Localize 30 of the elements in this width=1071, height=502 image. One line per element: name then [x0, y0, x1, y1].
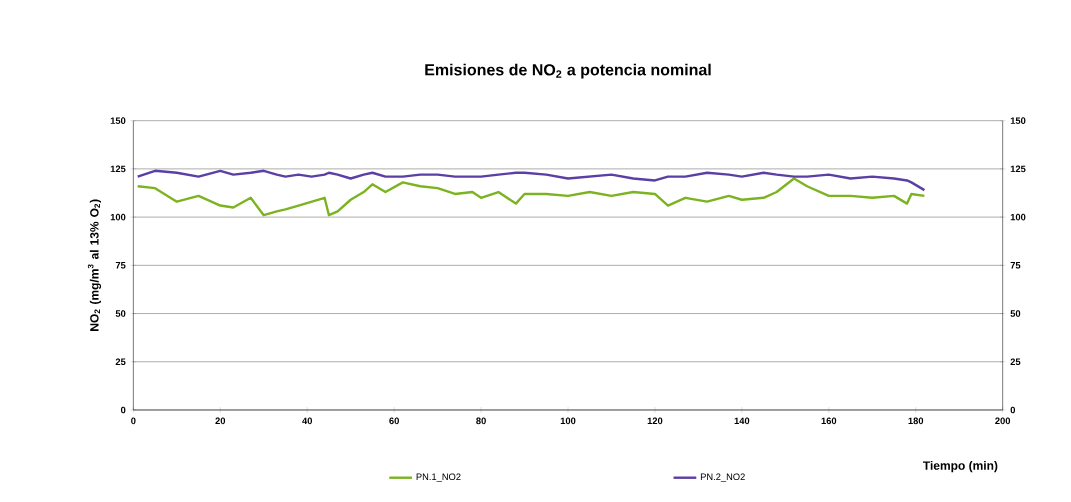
y-tick-label: 75: [115, 262, 126, 269]
y2-tick-label: 100: [1010, 213, 1026, 221]
chart-title: Emisiones de NO$_{2}$ a potencia nominal: [425, 63, 711, 79]
y2-tick-label: 0: [1010, 406, 1016, 414]
x-tick-label: 40: [302, 417, 313, 425]
x-tick-label: 100: [560, 417, 576, 425]
y-tick-label: 25: [115, 358, 126, 366]
x-axis-title: Tiempo (min): [922, 460, 998, 473]
x-tick-label: 200: [995, 417, 1011, 425]
y-tick-label: 125: [110, 165, 126, 173]
x-tick-label: 120: [647, 417, 663, 425]
y-tick-label: 0: [120, 406, 126, 414]
y2-tick-label: 50: [1010, 310, 1021, 317]
x-tick-label: 0: [131, 417, 136, 425]
x-tick-label: 60: [389, 417, 399, 425]
y2-tick-label: 75: [1010, 262, 1021, 269]
x-tick-label: 140: [734, 417, 750, 425]
x-tick-label: 180: [908, 417, 924, 425]
y-tick-label: 100: [110, 213, 126, 221]
y-tick-label: 50: [115, 310, 126, 317]
y2-tick-label: 125: [1010, 165, 1026, 173]
x-tick-label: 160: [821, 417, 837, 425]
legend-label: PN.2_NO2: [700, 473, 745, 482]
y2-tick-label: 150: [1010, 117, 1026, 124]
y-tick-label: 150: [110, 117, 126, 124]
y2-tick-label: 25: [1010, 358, 1021, 366]
x-tick-label: 80: [476, 417, 486, 425]
x-tick-label: 20: [215, 417, 226, 425]
legend-label: PN.1_NO2: [416, 473, 461, 482]
y-axis-title: NO$_{2}$ (mg/m$^{3}$ al 13% O$_{2}$): [87, 199, 102, 331]
